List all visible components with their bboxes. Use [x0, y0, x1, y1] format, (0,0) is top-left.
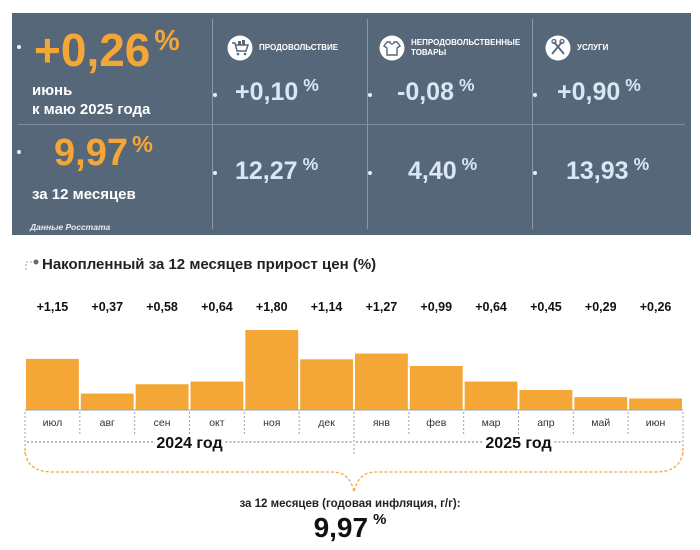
bar-окт: [190, 381, 244, 410]
month-tick-label: июн: [646, 417, 666, 429]
services-annual-value: 13,93%: [566, 154, 650, 185]
food-annual-value: 12,27%: [235, 154, 319, 185]
annual-total-value: 9,97%: [313, 511, 387, 543]
bar-дек: [300, 359, 353, 410]
category-services-header: услуги: [545, 35, 608, 61]
category-services-label: услуги: [577, 43, 609, 52]
summary-panel: +0,26% июнь к маю 2025 года 9,97% за 12 …: [12, 13, 691, 235]
nonfood-annual-value: 4,40%: [408, 154, 478, 185]
title-bracket: [25, 261, 36, 270]
data-source: Данные Росстата: [30, 222, 111, 232]
bar-июл: [26, 358, 79, 410]
bar-мар: [464, 381, 518, 410]
bullet-dot: [17, 45, 21, 49]
category-food-label: продовольствие: [259, 43, 339, 52]
group-label: 2024 год: [156, 435, 222, 452]
month-tick-label: окт: [209, 417, 225, 429]
month-tick-label: сен: [154, 417, 171, 429]
bar-chart: +1,15 +0,37 +0,58 +0,64 +1,80 +1,14 +1,27 +0,99…: [24, 259, 684, 493]
bar-value-label: +1,15: [37, 300, 69, 314]
bar-апр: [519, 390, 573, 410]
nonfood-monthly-value: -0,08%: [397, 75, 475, 106]
month-tick-label: авг: [100, 417, 115, 429]
category-food-header: продовольствие: [227, 35, 338, 61]
bullet-dot: [533, 93, 537, 97]
month-tick-label: янв: [373, 417, 390, 429]
annual-inflation-label: за 12 месяцев: [32, 186, 136, 203]
monthly-inflation-value: +0,26%: [34, 24, 180, 76]
bar-value-label: +0,26: [640, 300, 672, 314]
annual-total-label: за 12 месяцев (годовая инфляция, г/г):: [239, 498, 461, 510]
month-tick-label: дек: [318, 417, 335, 429]
bar-фев: [409, 366, 463, 410]
month-tick-label: апр: [537, 417, 555, 429]
bar-value-label: +0,29: [585, 300, 617, 314]
bullet-dot: [533, 171, 537, 175]
food-monthly-value: +0,10%: [235, 75, 319, 106]
clothing-icon: [379, 35, 405, 61]
group-label: 2025 год: [485, 435, 551, 452]
bar-май: [574, 397, 628, 410]
annual-inflation-value: 9,97%: [54, 131, 153, 174]
bar-value-label: +0,45: [530, 300, 562, 314]
bar-value-label: +0,64: [475, 300, 507, 314]
bullet-dot: [368, 93, 372, 97]
month-tick-label: май: [591, 417, 610, 429]
bar-июн: [629, 398, 682, 410]
bar-авг: [80, 393, 134, 410]
month-tick-label: фев: [426, 417, 446, 429]
services-monthly-value: +0,90%: [557, 75, 641, 106]
monthly-inflation-label: июнь к маю 2025 года: [32, 82, 151, 118]
bar-value-label: +0,99: [420, 300, 452, 314]
bar-ноя: [245, 330, 299, 410]
tools-icon: [545, 35, 571, 61]
bar-value-label: +0,64: [201, 300, 233, 314]
month-tick-label: мар: [482, 417, 501, 429]
bar-янв: [355, 353, 408, 410]
divider: [18, 124, 685, 125]
bar-value-label: +0,37: [91, 300, 123, 314]
bar-value-label: +1,14: [311, 300, 343, 314]
category-nonfood-header: непродовольственные товары: [379, 35, 520, 61]
bullet-dot: [213, 171, 217, 175]
shopping-cart-icon: [227, 35, 253, 61]
bar-value-label: +0,58: [146, 300, 178, 314]
bullet-dot: [368, 171, 372, 175]
bar-сен: [135, 384, 189, 410]
bullet-dot: [17, 150, 21, 154]
category-nonfood-label: непродовольственные товары: [411, 38, 521, 57]
bullet-dot: [213, 93, 217, 97]
chart-title: Накопленный за 12 месяцев прирост цен (%…: [42, 256, 377, 273]
title-dot: [33, 259, 39, 265]
annual-brace: [24, 447, 684, 493]
month-tick-label: июл: [43, 417, 63, 429]
bar-value-label: +1,27: [366, 300, 398, 314]
month-tick-label: ноя: [263, 417, 280, 429]
bar-value-label: +1,80: [256, 300, 288, 314]
